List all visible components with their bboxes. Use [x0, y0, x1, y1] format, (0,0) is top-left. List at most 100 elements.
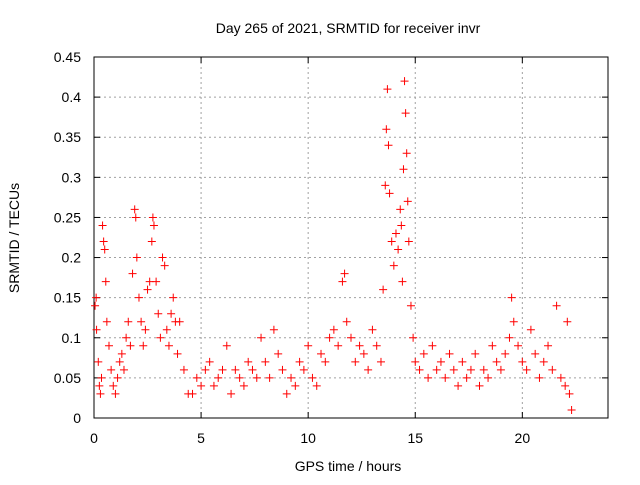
data-point [304, 341, 313, 350]
data-point [197, 381, 206, 390]
data-point [402, 149, 411, 158]
data-point [269, 325, 278, 334]
y-tick-label: 0.25 [54, 209, 81, 225]
data-point [526, 325, 535, 334]
data-point [117, 349, 126, 358]
data-point [458, 357, 467, 366]
data-point [124, 317, 133, 326]
data-point [522, 365, 531, 374]
data-point [509, 317, 518, 326]
data-point [222, 341, 231, 350]
data-point [235, 373, 244, 382]
data-point [205, 357, 214, 366]
data-point [449, 365, 458, 374]
data-point [428, 341, 437, 350]
data-point [231, 365, 240, 374]
data-point [201, 365, 210, 374]
data-point [91, 301, 100, 310]
data-point [218, 365, 227, 374]
data-point [104, 341, 113, 350]
data-point [160, 261, 169, 270]
data-point [507, 293, 516, 302]
data-point [544, 341, 553, 350]
plot-frame [93, 56, 609, 419]
data-point [382, 125, 391, 134]
data-point [539, 357, 548, 366]
data-point [113, 373, 122, 382]
axes [93, 56, 609, 419]
data-point [102, 317, 111, 326]
data-point [391, 229, 400, 238]
data-point [419, 349, 428, 358]
data-point [248, 365, 257, 374]
data-point [441, 373, 450, 382]
chart-title: Day 265 of 2021, SRMTID for receiver inv… [216, 20, 481, 36]
data-point [384, 141, 393, 150]
data-point [287, 373, 296, 382]
data-point [445, 349, 454, 358]
data-point [325, 333, 334, 342]
data-point [115, 357, 124, 366]
data-point [535, 373, 544, 382]
x-tick-label: 10 [300, 430, 316, 446]
data-point [188, 389, 197, 398]
data-point [274, 349, 283, 358]
data-point [394, 245, 403, 254]
data-point [329, 325, 338, 334]
data-point [209, 381, 218, 390]
x-tick-label: 5 [197, 430, 205, 446]
data-point [396, 205, 405, 214]
data-point [167, 309, 176, 318]
data-point [265, 373, 274, 382]
data-point [152, 277, 161, 286]
data-point [299, 365, 308, 374]
data-point [415, 365, 424, 374]
data-point [454, 381, 463, 390]
data-point [424, 373, 433, 382]
data-point [252, 373, 261, 382]
data-point [340, 269, 349, 278]
y-tick-label: 0.2 [62, 250, 82, 266]
data-point [132, 253, 141, 262]
data-point [383, 85, 392, 94]
data-point [148, 213, 157, 222]
data-point [101, 277, 110, 286]
data-point [122, 333, 131, 342]
data-point [387, 237, 396, 246]
x-tick-labels: 0 5 10 15 20 [90, 430, 530, 446]
data-point [403, 197, 412, 206]
data-point [98, 221, 107, 230]
data-point [291, 381, 300, 390]
data-point [505, 333, 514, 342]
data-point [282, 389, 291, 398]
data-point [548, 365, 557, 374]
data-point [154, 309, 163, 318]
data-point [404, 237, 413, 246]
data-point [99, 237, 108, 246]
data-point [397, 221, 406, 230]
data-point [119, 365, 128, 374]
data-point [239, 381, 248, 390]
x-tick-label: 20 [515, 430, 531, 446]
data-point [496, 365, 505, 374]
data-point [147, 237, 156, 246]
data-point [355, 341, 364, 350]
data-point [131, 213, 140, 222]
data-point [141, 325, 150, 334]
data-point [130, 205, 139, 214]
data-point [179, 365, 188, 374]
data-point [462, 373, 471, 382]
data-point [95, 381, 104, 390]
y-tick-label: 0.45 [54, 49, 81, 65]
data-point [97, 373, 106, 382]
data-point [109, 381, 118, 390]
data-point [398, 277, 407, 286]
data-point [406, 301, 415, 310]
data-point [214, 373, 223, 382]
y-tick-label: 0.3 [62, 169, 82, 185]
x-tick-label: 15 [407, 430, 423, 446]
data-point [317, 349, 326, 358]
y-tick-label: 0.1 [62, 330, 82, 346]
data-point [488, 341, 497, 350]
y-tick-label: 0.15 [54, 290, 81, 306]
